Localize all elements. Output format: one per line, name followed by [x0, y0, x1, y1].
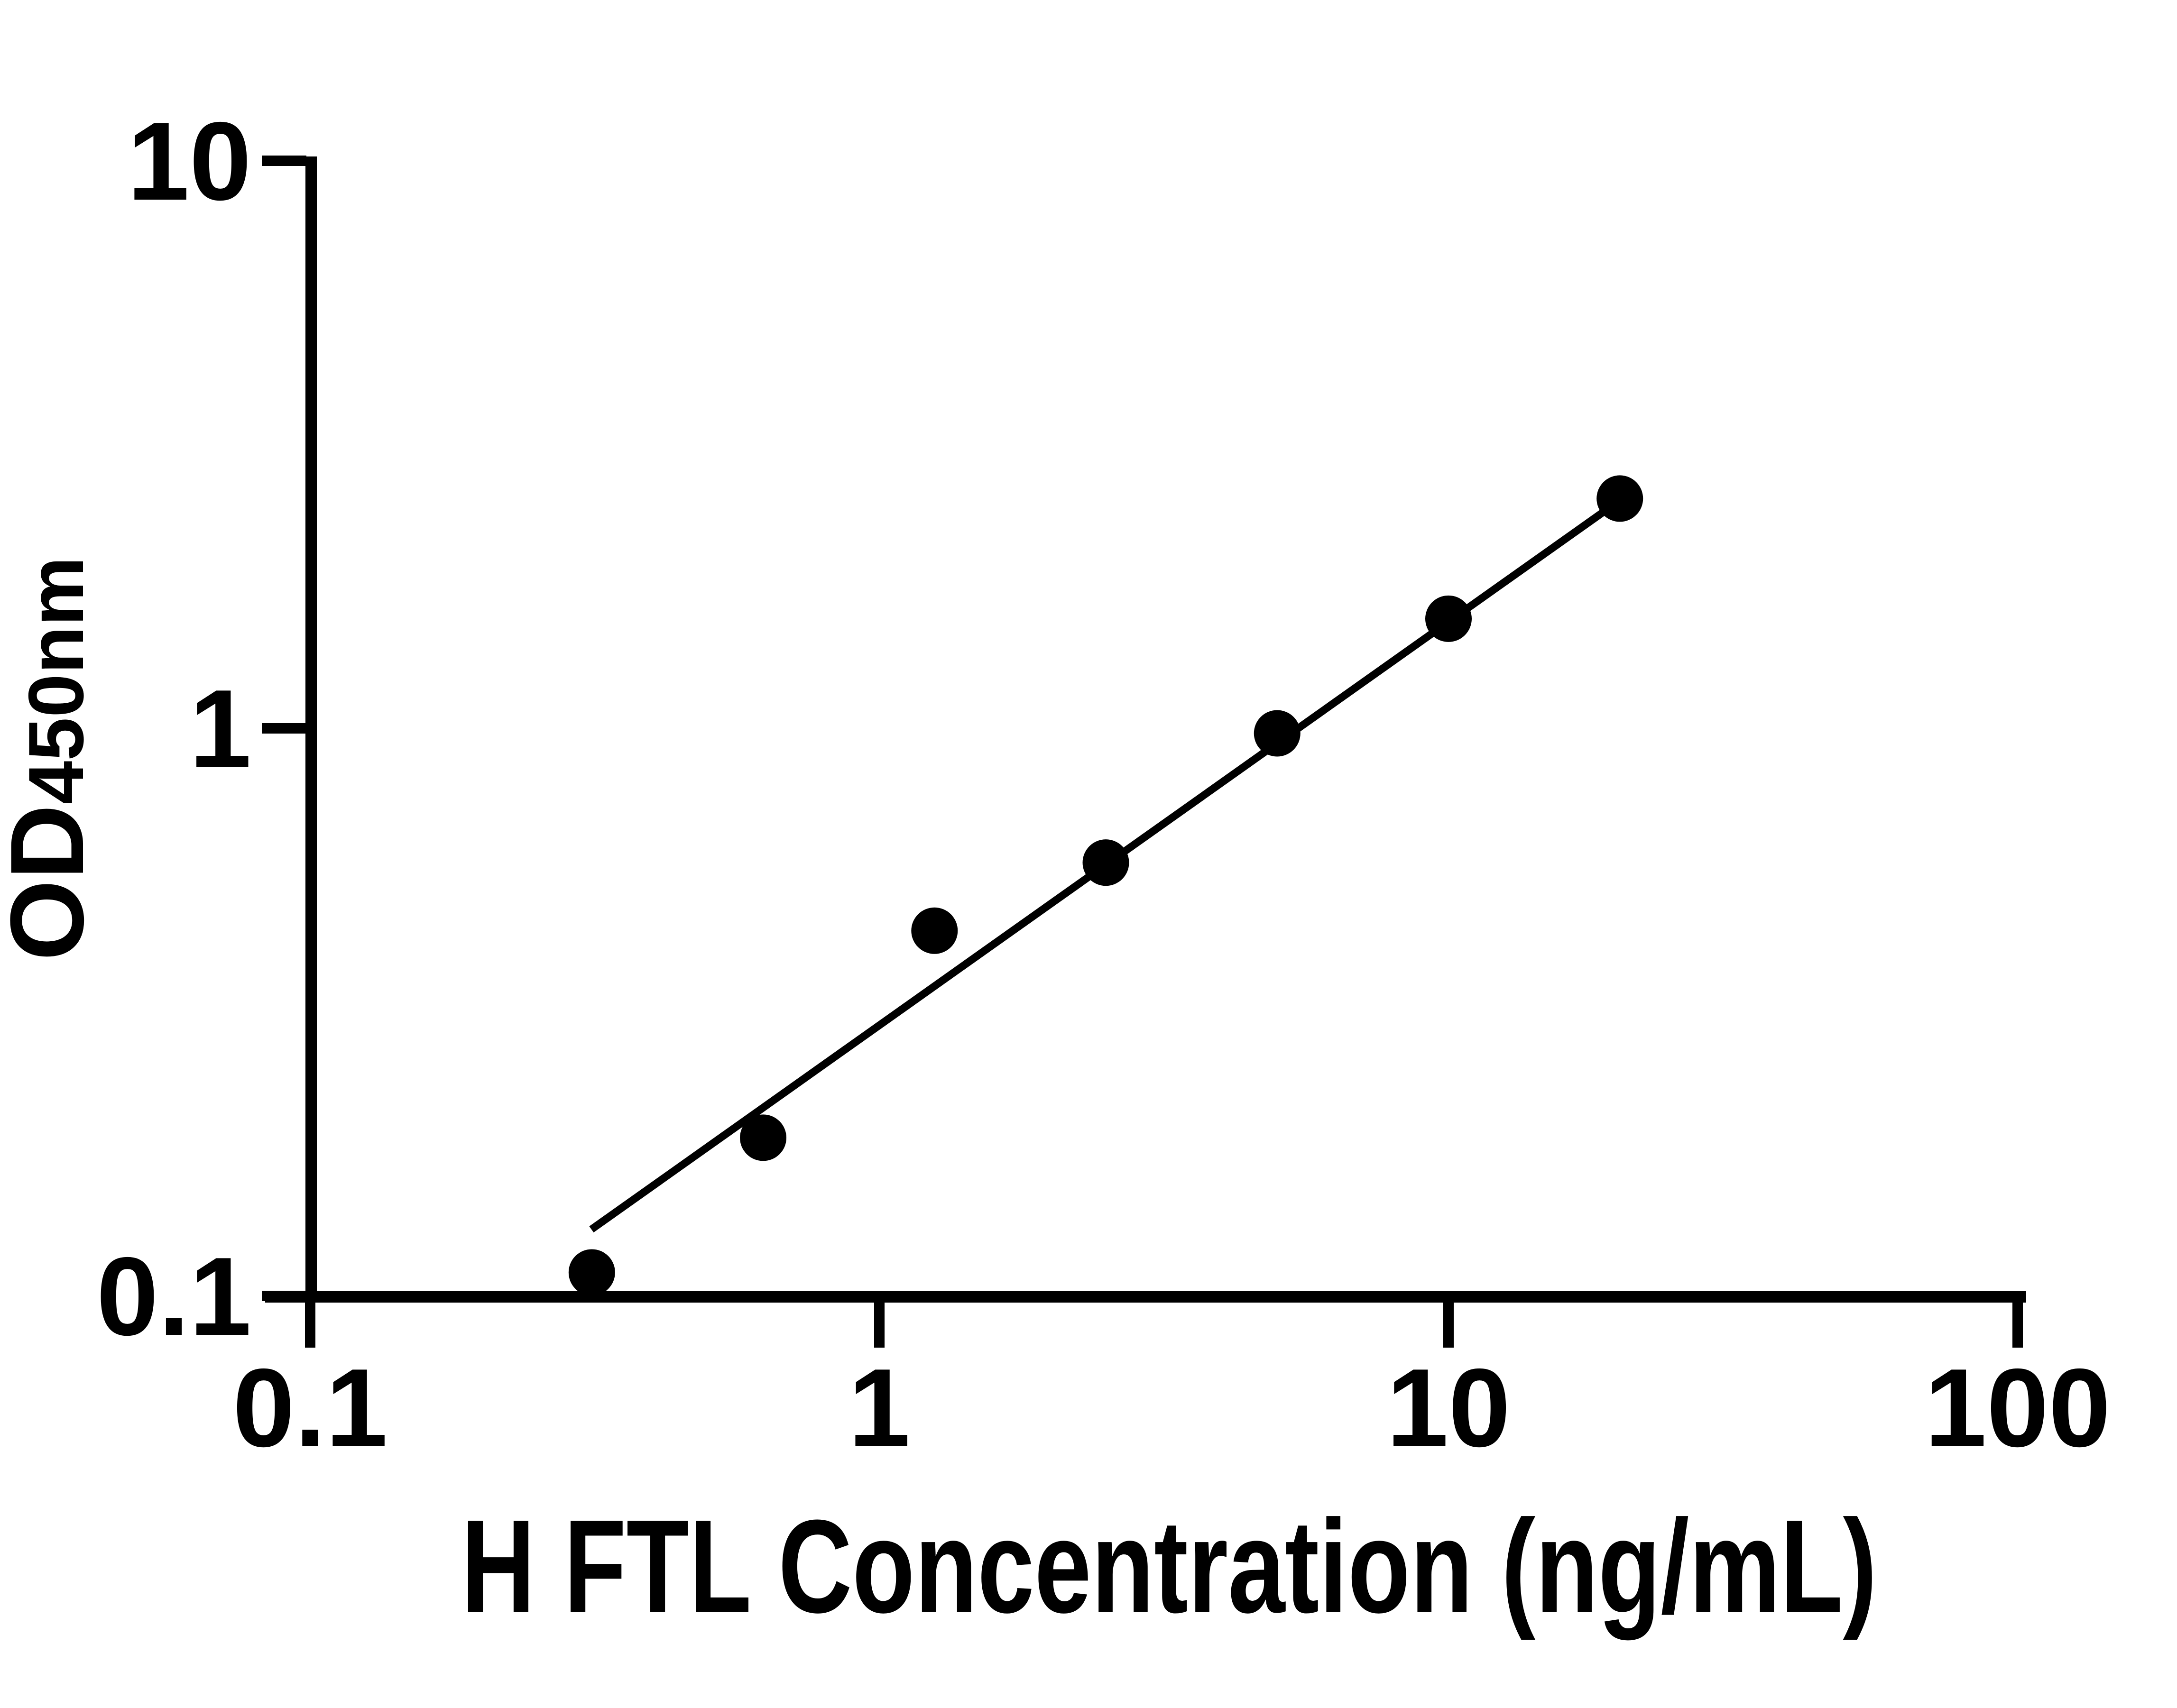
- y-axis-title-sub: 450nm: [12, 557, 100, 805]
- axes: 10 1 0.1 0.1 1 10 100: [96, 99, 2111, 1470]
- x-axis-tick-labels: 0.1 1 10 100: [233, 1345, 2111, 1470]
- x-tick-label: 10: [1386, 1345, 1510, 1470]
- data-point: [1254, 710, 1301, 757]
- y-axis-title-main: OD: [0, 804, 105, 961]
- y-axis-tick-labels: 10 1 0.1: [96, 99, 251, 1359]
- y-axis-ticks: [262, 156, 306, 1301]
- data-point: [568, 1249, 615, 1296]
- data-point: [1596, 475, 1643, 522]
- data-point: [1425, 595, 1472, 642]
- x-axis-title: H FTL Concentration (ng/mL): [461, 1493, 1877, 1641]
- x-axis-ticks: [305, 1303, 2023, 1348]
- y-axis-title: OD450nm: [0, 557, 105, 961]
- y-tick-label: 0.1: [96, 1234, 251, 1359]
- y-tick-label: 10: [128, 99, 251, 223]
- x-tick-label: 100: [1925, 1345, 2111, 1470]
- x-tick-label: 1: [849, 1345, 911, 1470]
- x-tick-label: 0.1: [233, 1345, 388, 1470]
- y-tick-label: 1: [189, 666, 251, 791]
- data-point: [911, 907, 958, 954]
- data-point: [740, 1114, 787, 1161]
- data-point: [1082, 839, 1129, 886]
- data-points: [568, 475, 1643, 1296]
